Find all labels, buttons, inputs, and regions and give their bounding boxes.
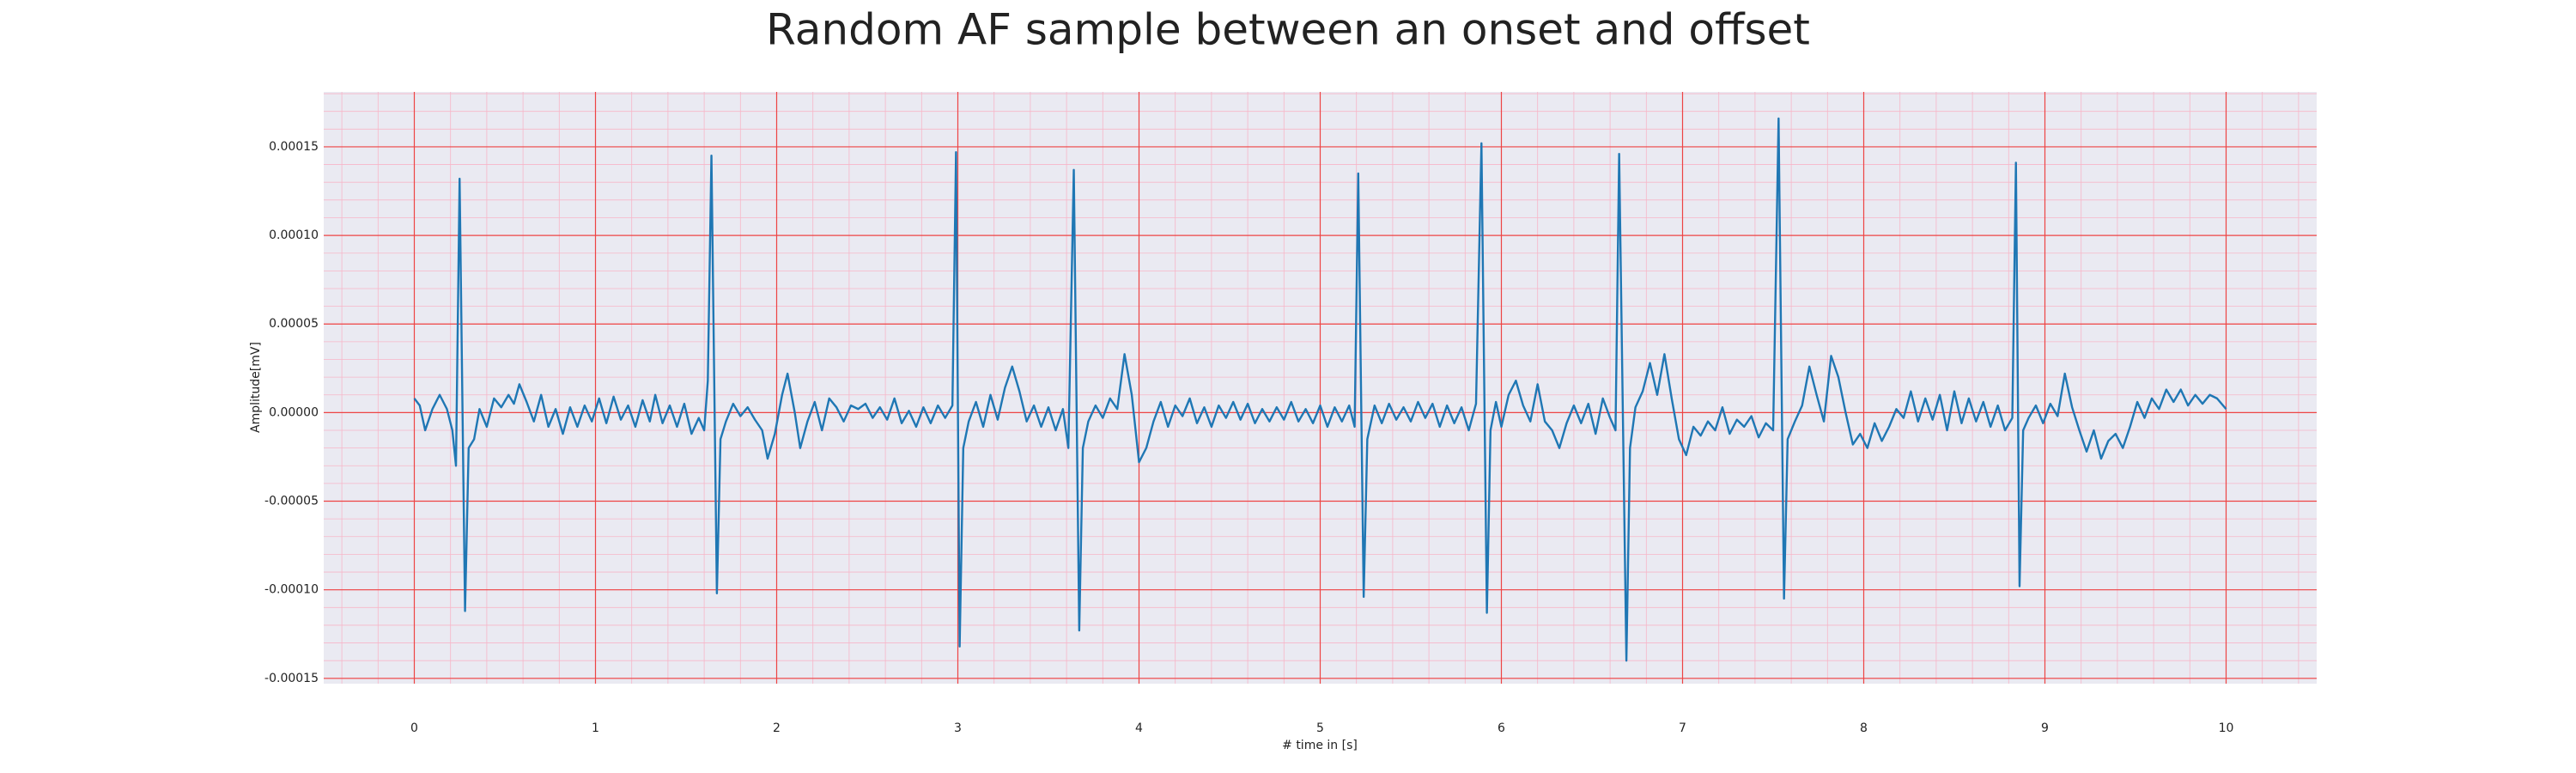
y-tick-label: 0.00010 <box>269 228 319 242</box>
y-tick-label: 0.00000 <box>269 405 319 419</box>
y-tick-label: 0.00005 <box>269 317 319 331</box>
x-tick-label: 3 <box>954 721 962 735</box>
y-tick-label: -0.00005 <box>264 495 319 508</box>
x-tick-label: 6 <box>1498 721 1505 735</box>
y-axis-label: Amplitude[mV] <box>249 342 263 433</box>
x-tick-label: 7 <box>1679 721 1686 735</box>
x-tick-label: 8 <box>1860 721 1868 735</box>
x-tick-label: 4 <box>1135 721 1143 735</box>
x-tick-label: 9 <box>2041 721 2049 735</box>
y-tick-label: 0.00015 <box>269 140 319 154</box>
x-tick-label: 10 <box>2219 721 2234 735</box>
y-tick-label: -0.00010 <box>264 583 319 597</box>
chart-title: Random AF sample between an onset and of… <box>766 5 1810 55</box>
x-tick-label: 1 <box>592 721 599 735</box>
x-tick-label: 5 <box>1316 721 1324 735</box>
x-tick-label: 0 <box>410 721 418 735</box>
signal-line <box>413 117 2227 662</box>
y-tick-label: -0.00015 <box>264 672 319 685</box>
x-axis-label: # time in [s] <box>1282 739 1358 752</box>
x-tick-label: 2 <box>773 721 781 735</box>
